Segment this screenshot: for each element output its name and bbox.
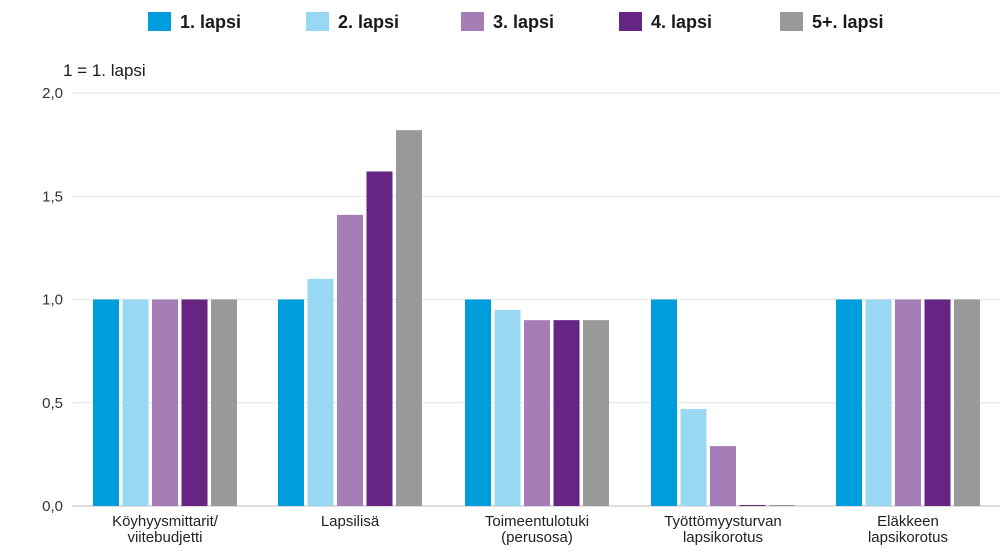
legend-label: 3. lapsi [493, 12, 554, 32]
x-category-line: Köyhyysmittarit/ [112, 513, 219, 530]
x-category-line: Eläkkeen [877, 513, 939, 530]
y-tick-label: 2,0 [42, 85, 63, 102]
bar [396, 130, 422, 507]
legend-swatch [306, 12, 329, 31]
legend-swatch [619, 12, 642, 31]
bar [924, 299, 951, 506]
bar [680, 408, 707, 506]
legend-item: 4. lapsi [619, 12, 712, 32]
legend-label: 1. lapsi [180, 12, 241, 32]
x-category-line: (perusosa) [501, 529, 573, 546]
legend-item: 3. lapsi [461, 12, 554, 32]
legend-label: 5+. lapsi [812, 12, 884, 32]
y-tick-label: 1,0 [42, 292, 63, 309]
bar [524, 320, 550, 506]
y-axis-ticks: 0,0 0,5 1,0 1,5 2,0 [42, 85, 63, 515]
x-category-label: Toimeentulotuki (perusosa) [485, 513, 589, 546]
bar [93, 299, 119, 506]
bar [366, 171, 393, 506]
x-category-label: Työttömyysturvan lapsikorotus [664, 513, 782, 546]
legend: 1. lapsi 2. lapsi 3. lapsi 4. lapsi 5+. laps… [148, 12, 884, 32]
legend-item: 1. lapsi [148, 12, 241, 32]
x-category-line: lapsikorotus [683, 529, 763, 546]
x-category-label: Lapsilisä [321, 513, 380, 530]
y-tick-label: 1,5 [42, 188, 63, 205]
bar [651, 299, 677, 506]
bar [211, 299, 237, 506]
x-category-label: Köyhyysmittarit/viitebudjetti [112, 513, 219, 546]
y-tick-label: 0,5 [42, 395, 63, 412]
legend-swatch [148, 12, 171, 31]
x-axis-categories: Köyhyysmittarit/viitebudjetti Lapsilisä To… [112, 513, 948, 546]
x-category-line: lapsikorotus [868, 529, 948, 546]
bar [583, 320, 609, 506]
legend-swatch [780, 12, 803, 31]
bar [465, 299, 491, 506]
bar [865, 299, 892, 506]
bar [769, 505, 795, 506]
x-category-label: Eläkkeen lapsikorotus [868, 513, 948, 546]
bar [895, 299, 921, 506]
bar [307, 278, 334, 506]
x-category-line: Toimeentulotuki [485, 513, 589, 530]
x-category-line: viitebudjetti [127, 529, 202, 546]
bar [954, 299, 980, 506]
bar [836, 299, 862, 506]
bar [710, 446, 736, 506]
bar [278, 299, 304, 506]
x-category-line: Työttömyysturvan [664, 513, 782, 530]
legend-label: 2. lapsi [338, 12, 399, 32]
bars [93, 130, 980, 507]
bar [337, 214, 363, 506]
legend-item: 2. lapsi [306, 12, 399, 32]
bar [181, 299, 208, 506]
legend-label: 4. lapsi [651, 12, 712, 32]
x-category-line: Lapsilisä [321, 513, 380, 530]
y-tick-label: 0,0 [42, 498, 63, 515]
bar [494, 309, 521, 506]
bar [739, 505, 766, 506]
legend-item: 5+. lapsi [780, 12, 884, 32]
y-axis-label: 1 = 1. lapsi [63, 61, 146, 80]
legend-swatch [461, 12, 484, 31]
bar [122, 299, 149, 506]
bar [553, 320, 580, 506]
bar [152, 299, 178, 506]
